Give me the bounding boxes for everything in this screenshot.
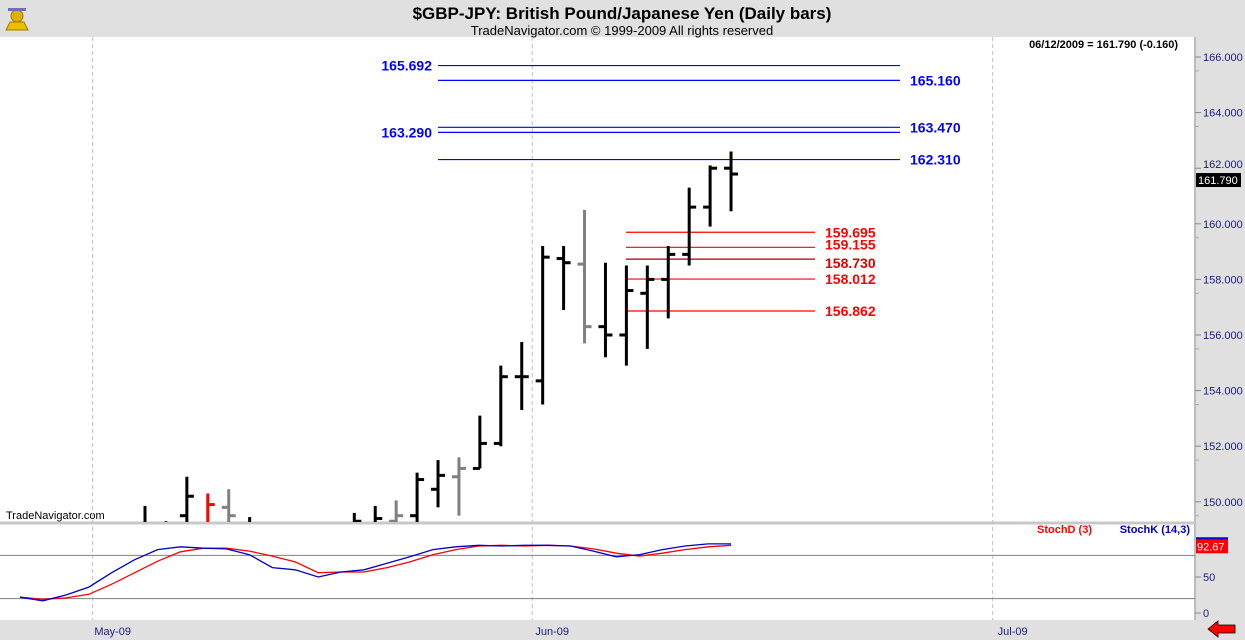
level-label: 159.155 — [825, 236, 876, 252]
stoch-last-box-top — [1196, 537, 1228, 540]
stoch-last-label: 92.67 — [1197, 541, 1225, 553]
price-panel — [0, 37, 1195, 522]
level-label: 158.730 — [825, 255, 876, 271]
stoch-line-d — [19, 544, 732, 600]
level-label: 159.695 — [825, 224, 876, 240]
level-label: 162.310 — [910, 152, 961, 168]
y-tick-label: 156.000 — [1203, 330, 1243, 342]
stoch-y-tick-label: 50 — [1203, 572, 1215, 584]
legend-stochd: StochD (3) — [1037, 524, 1092, 536]
level-label: 165.692 — [381, 58, 432, 74]
y-tick-label: 166.000 — [1203, 52, 1243, 64]
level-label: 165.160 — [910, 72, 961, 88]
level-label: 156.862 — [825, 303, 876, 319]
stoch-y-tick-label: 0 — [1203, 608, 1209, 620]
y-tick-label: 160.000 — [1203, 219, 1243, 231]
chart-title: $GBP-JPY: British Pound/Japanese Yen (Da… — [413, 4, 832, 23]
y-tick-label: 152.000 — [1203, 441, 1243, 453]
stoch-line-k — [19, 543, 731, 602]
legend-stochk: StochK (14,3) — [1120, 524, 1191, 536]
y-tick-label: 164.000 — [1203, 108, 1243, 120]
x-tick-label: Jun-09 — [535, 626, 569, 638]
last-price-box — [1196, 173, 1241, 188]
level-label: 163.290 — [381, 124, 432, 140]
watermark: TradeNavigator.com — [6, 510, 105, 522]
scroll-left-arrow-icon[interactable] — [1207, 620, 1236, 638]
stochastic-panel — [0, 524, 1195, 620]
last-price-label: 161.790 — [1198, 175, 1238, 187]
stoch-last-box — [1196, 538, 1228, 554]
x-tick-label: May-09 — [94, 626, 131, 638]
y-tick-label: 158.000 — [1203, 274, 1243, 286]
last-quote: 06/12/2009 = 161.790 (-0.160) — [1029, 39, 1178, 51]
level-label: 158.012 — [825, 271, 876, 287]
y-tick-label: 150.000 — [1203, 497, 1243, 509]
y-tick-label: 154.000 — [1203, 386, 1243, 398]
chart-subtitle: TradeNavigator.com © 1999-2009 All right… — [471, 23, 773, 38]
y-tick-label: 162.000 — [1203, 159, 1243, 171]
trade-navigator-logo — [5, 8, 29, 31]
x-tick-label: Jul-09 — [998, 626, 1028, 638]
level-label: 163.470 — [910, 119, 961, 135]
